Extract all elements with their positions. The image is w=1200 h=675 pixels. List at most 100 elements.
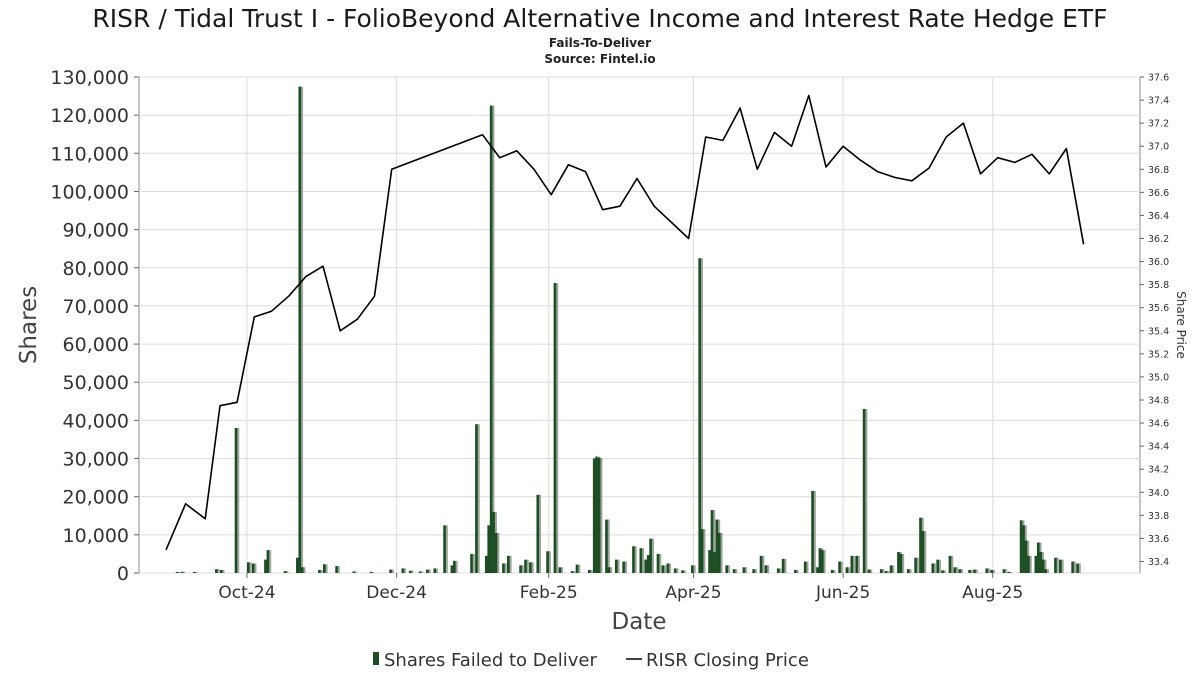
bar [958, 569, 962, 573]
bar [948, 555, 952, 573]
bar-shadow [249, 562, 252, 573]
bar [251, 563, 255, 573]
bar-shadow [496, 532, 500, 573]
bar-shadow [577, 564, 581, 573]
bar [553, 283, 557, 573]
bar [632, 546, 635, 573]
bar [899, 553, 903, 573]
bar-shadow [617, 559, 620, 573]
bar [487, 525, 490, 573]
bar [681, 570, 684, 573]
bar [742, 567, 746, 573]
x-tick-label: Feb-25 [520, 583, 578, 603]
bar-shadow [195, 572, 198, 573]
bar-shadow [847, 567, 851, 573]
bar [296, 557, 299, 573]
y-axis-right: 33.4 33.6 33.8 34.0 34.2 34.4 34.6 34.8 35.0 35.2… [1140, 73, 1169, 568]
bar-shadow [325, 564, 328, 573]
bar-shadow [1078, 563, 1081, 573]
bar-shadow [712, 510, 716, 573]
y2-tick-label: 34.6 [1148, 419, 1169, 430]
y-tick-label: 40,000 [63, 410, 129, 432]
bar [710, 510, 714, 573]
y2-tick-label: 36.2 [1148, 234, 1169, 245]
bar [529, 562, 532, 573]
bar [700, 529, 704, 573]
bar [352, 571, 356, 573]
bar [622, 561, 625, 573]
bar [1054, 557, 1057, 573]
bar-shadow [676, 568, 679, 573]
bar-shadow [887, 571, 890, 573]
y2-tick-label: 33.6 [1148, 534, 1169, 545]
bar [850, 555, 854, 573]
bar [1024, 540, 1028, 573]
bar [605, 519, 608, 573]
bar [443, 525, 446, 573]
bar-shadow [268, 550, 272, 573]
bar [838, 561, 841, 573]
x-tick-label: Dec-24 [366, 583, 427, 603]
y2-tick-label: 36.6 [1148, 188, 1169, 199]
bar [283, 571, 287, 573]
bar [389, 569, 392, 573]
bar [592, 458, 596, 573]
bar-shadow [599, 457, 603, 573]
bar-shadow [354, 571, 358, 573]
bar [884, 571, 888, 573]
bar [781, 558, 785, 573]
bar [587, 569, 591, 573]
bar-shadow [609, 567, 613, 573]
bar-shadow [285, 571, 289, 573]
plot-area [138, 76, 1141, 574]
bar [575, 564, 579, 573]
bar-shadow [813, 490, 816, 573]
bar-shadow [833, 569, 836, 573]
y-tick-label: 110,000 [50, 143, 129, 165]
bar-shadow [960, 569, 964, 573]
bar [470, 553, 473, 573]
bar-shadow [254, 563, 257, 573]
bar-shadow [987, 568, 991, 573]
y-tick-label: 10,000 [63, 525, 129, 547]
bar [369, 571, 373, 573]
bar-shadow [882, 569, 885, 573]
bar-shadow [435, 568, 439, 573]
bar [764, 565, 768, 573]
bar [1041, 559, 1045, 573]
bar-shadow [933, 563, 937, 573]
bar [794, 569, 797, 573]
x-axis: Oct-24 Dec-24 Feb-25 Apr-25 Jun-25 Aug-25 [218, 573, 1023, 603]
y2-tick-label: 37.2 [1148, 119, 1169, 130]
bar-shadow [178, 572, 181, 573]
y-tick-label: 100,000 [50, 181, 129, 203]
bar-shadow [761, 555, 765, 573]
y2-tick-label: 36.4 [1148, 211, 1169, 222]
bar [1036, 542, 1040, 573]
bar [666, 563, 670, 573]
bar-shadow [320, 569, 323, 573]
bar [300, 567, 304, 573]
bar [536, 494, 540, 573]
bar-shadow [236, 428, 240, 573]
y-tick-label: 120,000 [50, 105, 129, 127]
bar-shadow [1046, 569, 1049, 573]
y-axis-left: 0 10,000 20,000 30,000 40,000 50,000 60,000 70,… [50, 67, 139, 585]
bar-shadow [455, 560, 458, 573]
bar-shadow [658, 553, 662, 573]
bar [919, 517, 922, 573]
bar-shadow [754, 569, 757, 573]
bar-shadow [337, 566, 340, 573]
bar-shadow [744, 567, 748, 573]
legend-line-label: RISR Closing Price [646, 650, 809, 671]
bar [524, 559, 527, 573]
price-line [165, 94, 1085, 551]
bar-shadow [852, 555, 856, 573]
y2-tick-label: 35.8 [1148, 280, 1169, 291]
bar [475, 424, 478, 573]
bar-shadow [555, 283, 559, 573]
bar [936, 559, 939, 573]
bar-shadow [1061, 559, 1064, 573]
bar-shadow [182, 571, 186, 573]
y-tick-label: 30,000 [63, 449, 129, 471]
